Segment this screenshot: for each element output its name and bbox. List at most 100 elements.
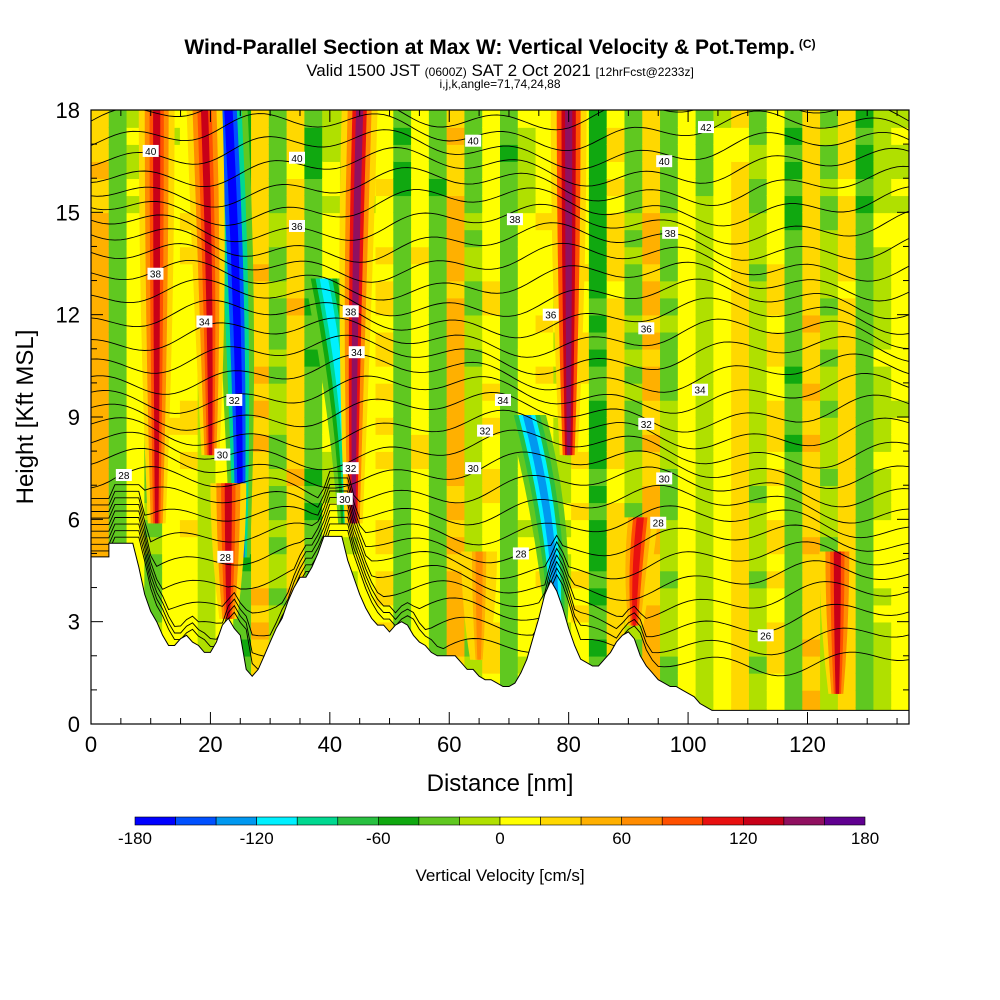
colorbar-tick-label: 0 [495, 829, 504, 848]
colorbar-swatch [337, 816, 379, 826]
velocity-cell [517, 519, 537, 538]
velocity-cell [891, 246, 909, 265]
velocity-cell [428, 451, 448, 469]
velocity-cell [500, 502, 519, 521]
velocity-cell [784, 604, 804, 623]
velocity-cell [375, 280, 395, 299]
velocity-cell [428, 195, 448, 214]
velocity-cell [91, 161, 110, 180]
velocity-cell [588, 621, 608, 640]
velocity-cell [197, 621, 217, 640]
velocity-cell [766, 570, 786, 589]
velocity-cell [855, 434, 875, 452]
velocity-cell [446, 553, 466, 572]
velocity-cell [873, 331, 893, 350]
velocity-cell [766, 246, 786, 265]
velocity-cell [802, 195, 821, 214]
velocity-cell [268, 110, 288, 128]
velocity-cell [179, 314, 199, 333]
velocity-cell [393, 587, 412, 606]
velocity-cell [660, 314, 679, 333]
contour-label-text: 30 [468, 464, 480, 475]
velocity-cell [748, 195, 768, 214]
velocity-cell [677, 553, 697, 572]
velocity-cell [731, 570, 750, 589]
velocity-cell [428, 297, 448, 316]
velocity-cell [695, 161, 715, 180]
velocity-cell [286, 519, 306, 538]
terrain-mask [90, 535, 910, 725]
velocity-cell [748, 502, 768, 521]
velocity-cell [677, 161, 697, 180]
velocity-cell [517, 297, 537, 316]
velocity-cell [695, 553, 715, 572]
velocity-cell [748, 434, 768, 452]
velocity-cell [855, 638, 875, 657]
velocity-cell [820, 468, 839, 487]
velocity-cell [411, 502, 430, 521]
velocity-cell [873, 178, 893, 197]
velocity-cell [837, 144, 857, 162]
velocity-cell [588, 297, 608, 316]
velocity-cell [108, 399, 128, 418]
velocity-cell [428, 536, 448, 555]
velocity-cell [286, 161, 306, 180]
velocity-cell [304, 110, 323, 128]
velocity-cell [500, 127, 519, 145]
velocity-cell [855, 689, 875, 708]
theta-contour-line [91, 278, 909, 320]
velocity-cell [695, 399, 715, 418]
velocity-cell [446, 587, 466, 606]
velocity-cell [766, 587, 786, 606]
velocity-cell [891, 161, 909, 180]
velocity-cell [748, 672, 768, 691]
velocity-cell [251, 280, 270, 299]
velocity-cell [428, 212, 448, 231]
velocity-cell [571, 519, 590, 538]
x-tick-label: 100 [670, 732, 707, 757]
velocity-cell [748, 280, 768, 299]
velocity-cell [748, 127, 768, 145]
velocity-cell [126, 348, 146, 367]
velocity-cell [873, 604, 893, 623]
velocity-cell [179, 365, 199, 384]
velocity-cell [624, 161, 644, 180]
velocity-cell [535, 110, 555, 128]
colorbar-swatch [215, 816, 257, 826]
velocity-cell [695, 655, 715, 674]
velocity-cell [268, 365, 288, 384]
velocity-cell [500, 655, 519, 674]
contour-label-text: 28 [653, 519, 665, 530]
velocity-cell [375, 212, 395, 231]
velocity-cell [268, 263, 288, 282]
velocity-cell [660, 127, 679, 145]
velocity-cell [695, 604, 715, 623]
velocity-cell [873, 553, 893, 572]
velocity-cell [677, 297, 697, 316]
velocity-cell [322, 195, 341, 214]
contour-label-text: 34 [199, 317, 211, 328]
velocity-cell [588, 263, 608, 282]
velocity-cell [179, 587, 199, 606]
velocity-cell [855, 331, 875, 350]
velocity-cell [748, 587, 768, 606]
velocity-cell [588, 382, 608, 401]
velocity-cell [91, 127, 110, 145]
velocity-cell [446, 144, 466, 162]
velocity-cell [517, 365, 537, 384]
velocity-cell [802, 417, 821, 435]
velocity-cell [606, 178, 626, 197]
velocity-cell [464, 195, 484, 214]
velocity-cell [606, 451, 626, 469]
velocity-cell [855, 451, 875, 469]
contour-label-text: 34 [351, 348, 363, 359]
velocity-cell [91, 314, 110, 333]
velocity-cell [411, 331, 430, 350]
velocity-cell [304, 178, 323, 197]
velocity-cell [802, 638, 821, 657]
velocity-cell [642, 434, 661, 452]
velocity-cell [802, 604, 821, 623]
velocity-cell [891, 604, 909, 623]
theta-contour-line [91, 259, 909, 302]
velocity-cell [393, 536, 412, 555]
